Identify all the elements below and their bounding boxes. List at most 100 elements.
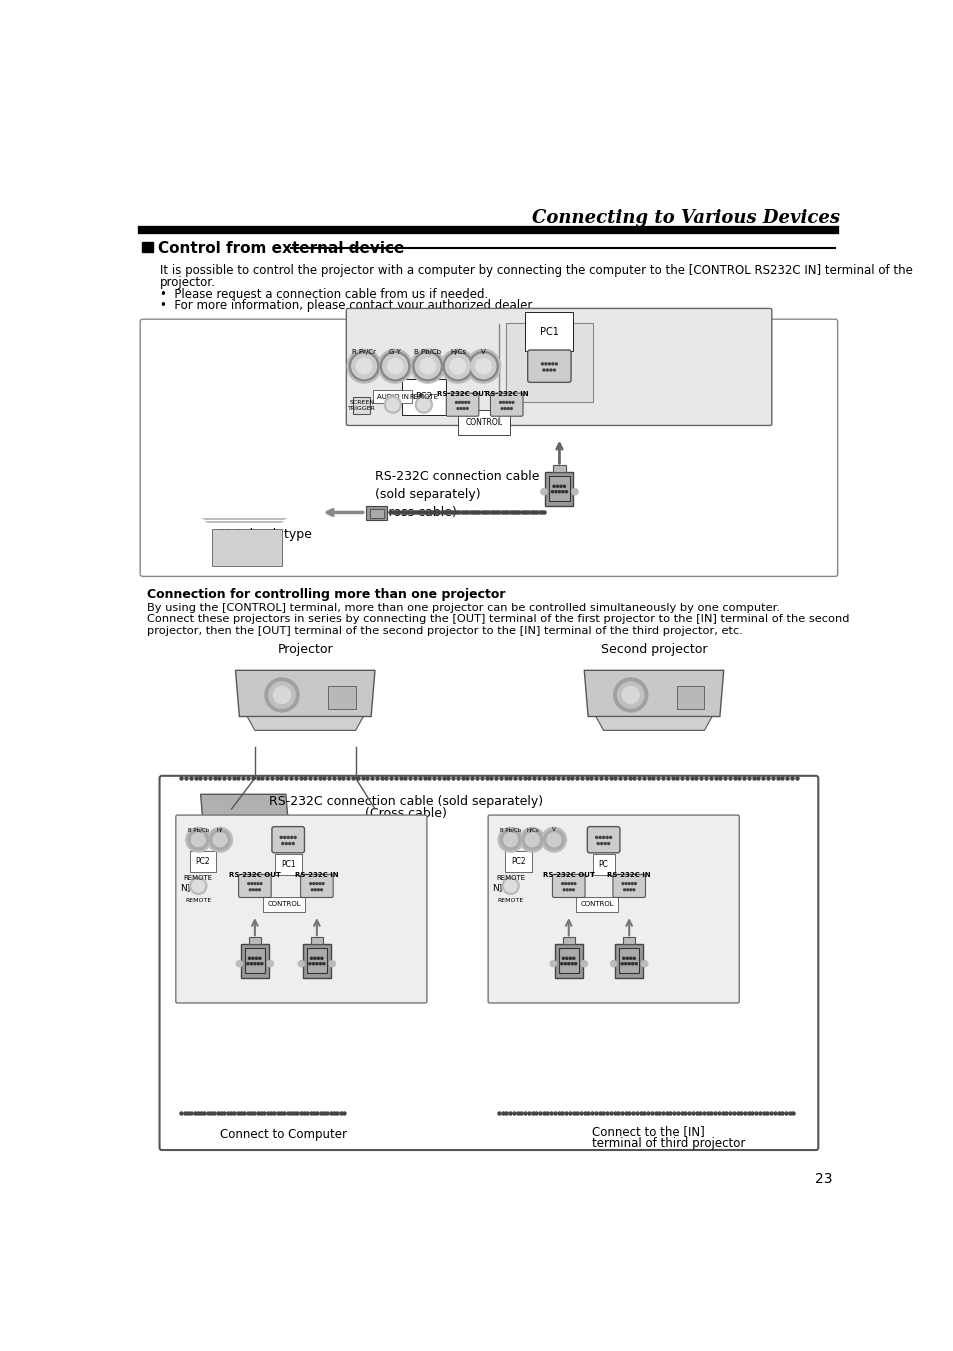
Circle shape (466, 408, 468, 409)
Circle shape (256, 882, 258, 885)
Text: PC: PC (598, 859, 608, 869)
Circle shape (419, 358, 435, 374)
Text: RS-232C IN: RS-232C IN (484, 390, 528, 397)
Circle shape (319, 963, 321, 965)
Circle shape (315, 963, 317, 965)
Circle shape (186, 827, 211, 852)
Circle shape (320, 958, 323, 959)
Text: PC1: PC1 (539, 327, 558, 336)
FancyBboxPatch shape (238, 874, 271, 897)
Circle shape (501, 877, 518, 894)
Bar (303, 944, 331, 978)
Bar (353, 397, 370, 413)
Circle shape (317, 958, 319, 959)
Circle shape (283, 836, 285, 839)
Circle shape (543, 830, 563, 850)
Circle shape (251, 882, 253, 885)
Circle shape (500, 408, 502, 409)
Bar (212, 530, 282, 566)
Text: RS-232C IN: RS-232C IN (607, 871, 650, 878)
Circle shape (294, 836, 295, 839)
Circle shape (504, 408, 506, 409)
FancyBboxPatch shape (587, 827, 619, 852)
Text: Notebook type: Notebook type (220, 528, 312, 540)
Circle shape (318, 882, 320, 885)
FancyBboxPatch shape (552, 874, 584, 897)
Circle shape (208, 827, 233, 852)
Text: terminal of third projector: terminal of third projector (592, 1138, 744, 1150)
Circle shape (562, 889, 564, 890)
Circle shape (561, 958, 564, 959)
Text: CONTROL: CONTROL (267, 901, 301, 908)
Circle shape (456, 408, 458, 409)
Circle shape (634, 882, 636, 885)
Text: By using the [CONTROL] terminal, more than one projector can be controlled simul: By using the [CONTROL] terminal, more th… (147, 603, 780, 612)
Text: REMOTE: REMOTE (184, 875, 213, 881)
Circle shape (561, 882, 563, 885)
Text: RS-232C OUT: RS-232C OUT (229, 871, 280, 878)
Text: projector, then the [OUT] terminal of the second projector to the [IN] terminal : projector, then the [OUT] terminal of th… (147, 626, 742, 636)
Circle shape (380, 351, 410, 381)
Text: Connect to Computer: Connect to Computer (220, 1128, 347, 1142)
Text: REMOTE: REMOTE (496, 875, 525, 881)
Circle shape (384, 396, 401, 413)
Text: H/Cs: H/Cs (450, 349, 465, 355)
Circle shape (387, 358, 402, 374)
Text: PC2: PC2 (195, 857, 210, 866)
Circle shape (386, 399, 398, 411)
Text: •  Please request a connection cable from us if needed.: • Please request a connection cable from… (159, 288, 487, 301)
Circle shape (629, 889, 631, 890)
Circle shape (564, 882, 566, 885)
Circle shape (563, 485, 565, 488)
Text: B Pb/Cb: B Pb/Cb (188, 827, 209, 832)
Circle shape (247, 963, 249, 965)
Bar (249, 936, 261, 944)
Circle shape (269, 682, 294, 708)
Text: REMOTE: REMOTE (497, 898, 523, 904)
Circle shape (607, 843, 609, 844)
Bar (545, 473, 573, 507)
Text: RS-232C connection cable
(sold separately)
(Cross cable): RS-232C connection cable (sold separatel… (375, 470, 539, 519)
Circle shape (349, 351, 378, 381)
Circle shape (605, 836, 607, 839)
Circle shape (565, 958, 567, 959)
Circle shape (548, 363, 550, 365)
Circle shape (569, 889, 571, 890)
Circle shape (641, 961, 647, 967)
Bar (618, 947, 639, 973)
Circle shape (555, 490, 557, 493)
Bar (562, 936, 575, 944)
Circle shape (574, 882, 576, 885)
Circle shape (621, 882, 623, 885)
Circle shape (550, 961, 556, 967)
Circle shape (287, 836, 289, 839)
Circle shape (597, 843, 598, 844)
Circle shape (210, 830, 230, 850)
Circle shape (314, 958, 315, 959)
Circle shape (603, 843, 605, 844)
Circle shape (595, 836, 597, 839)
Circle shape (632, 889, 634, 890)
Circle shape (633, 958, 635, 959)
Circle shape (519, 827, 544, 852)
FancyBboxPatch shape (272, 827, 304, 852)
Circle shape (571, 489, 578, 494)
FancyBboxPatch shape (175, 815, 427, 1002)
Circle shape (627, 963, 630, 965)
Circle shape (508, 401, 510, 404)
Circle shape (315, 882, 317, 885)
Circle shape (622, 958, 624, 959)
FancyBboxPatch shape (346, 308, 771, 426)
Text: H/: H/ (216, 827, 223, 832)
Circle shape (560, 963, 562, 965)
Circle shape (257, 963, 259, 965)
Circle shape (623, 889, 625, 890)
Circle shape (455, 401, 456, 404)
Circle shape (463, 408, 464, 409)
FancyBboxPatch shape (527, 350, 571, 382)
Circle shape (629, 958, 631, 959)
Text: N]: N] (492, 884, 501, 892)
Circle shape (553, 369, 555, 372)
FancyBboxPatch shape (446, 393, 478, 416)
FancyBboxPatch shape (140, 319, 837, 577)
